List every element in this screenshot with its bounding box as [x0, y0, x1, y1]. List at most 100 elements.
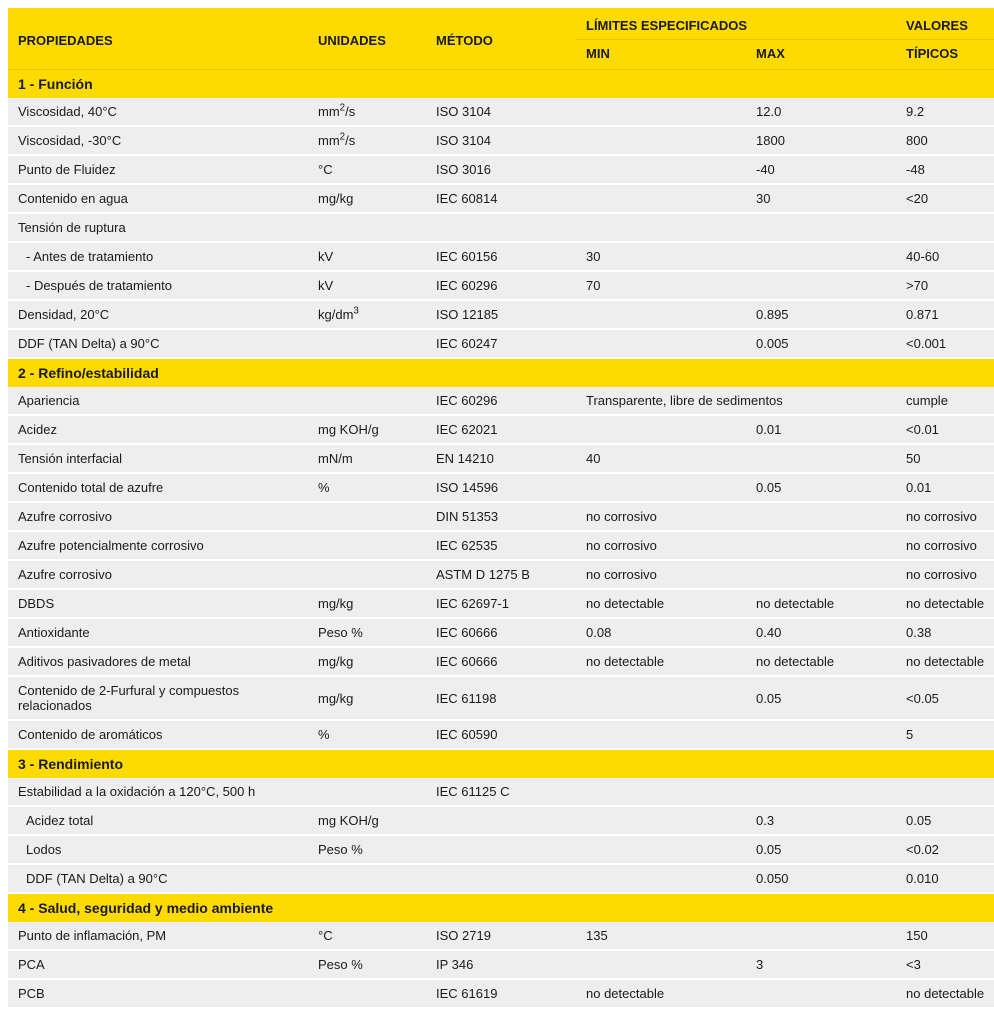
cell-min [576, 98, 746, 126]
cell-max [746, 979, 896, 1008]
table-row: LodosPeso % 0.05<0.02 [8, 835, 994, 864]
cell-tipicos: <20 [896, 184, 994, 213]
table-row: Densidad, 20°Ckg/dm3ISO 121850.8950.871 [8, 300, 994, 329]
table-row: Tensión interfacialmN/mEN 142104050 [8, 444, 994, 473]
cell-tipicos: <0.01 [896, 415, 994, 444]
cell-unidades [308, 387, 426, 415]
spec-table: PROPIEDADES UNIDADES MÉTODO LÍMITES ESPE… [8, 8, 994, 1009]
cell-metodo: IEC 62021 [426, 415, 576, 444]
section-header: 4 - Salud, seguridad y medio ambiente [8, 893, 994, 922]
cell-min [576, 950, 746, 979]
cell-tipicos: 0.010 [896, 864, 994, 893]
table-body: 1 - FunciónViscosidad, 40°Cmm2/sISO 3104… [8, 70, 994, 1009]
cell-unidades: mm2/s [308, 98, 426, 126]
cell-unidades: °C [308, 922, 426, 950]
cell-max: 0.01 [746, 415, 896, 444]
cell-tipicos: no detectable [896, 589, 994, 618]
cell-min: no detectable [576, 589, 746, 618]
cell-min: 135 [576, 922, 746, 950]
cell-unidades: mg/kg [308, 184, 426, 213]
cell-propiedades: Lodos [8, 835, 308, 864]
cell-tipicos: no detectable [896, 647, 994, 676]
col-header-metodo: MÉTODO [426, 8, 576, 70]
cell-metodo: ISO 3104 [426, 126, 576, 155]
cell-metodo: IEC 60814 [426, 184, 576, 213]
cell-tipicos: no corrosivo [896, 502, 994, 531]
cell-tipicos: <0.001 [896, 329, 994, 358]
cell-propiedades: Punto de Fluidez [8, 155, 308, 184]
section-title: 3 - Rendimiento [8, 749, 994, 778]
cell-min [576, 415, 746, 444]
section-header: 3 - Rendimiento [8, 749, 994, 778]
cell-max: -40 [746, 155, 896, 184]
cell-propiedades: Punto de inflamación, PM [8, 922, 308, 950]
cell-propiedades: Acidez [8, 415, 308, 444]
cell-tipicos: no corrosivo [896, 560, 994, 589]
cell-metodo [426, 835, 576, 864]
cell-min: 70 [576, 271, 746, 300]
cell-unidades [308, 502, 426, 531]
table-row: Contenido de aromáticos%IEC 605905 [8, 720, 994, 749]
cell-metodo [426, 213, 576, 242]
cell-propiedades: Contenido de aromáticos [8, 720, 308, 749]
cell-tipicos: no corrosivo [896, 531, 994, 560]
section-header: 2 - Refino/estabilidad [8, 358, 994, 387]
table-row: AparienciaIEC 60296Transparente, libre d… [8, 387, 994, 415]
cell-tipicos: 0.871 [896, 300, 994, 329]
cell-limites-span: Transparente, libre de sedimentos [576, 387, 896, 415]
table-row: Punto de inflamación, PM°CISO 2719135150 [8, 922, 994, 950]
cell-metodo [426, 806, 576, 835]
col-header-propiedades: PROPIEDADES [8, 8, 308, 70]
cell-max: 0.3 [746, 806, 896, 835]
table-row: Viscosidad, -30°Cmm2/sISO 31041800800 [8, 126, 994, 155]
table-header: PROPIEDADES UNIDADES MÉTODO LÍMITES ESPE… [8, 8, 994, 70]
cell-unidades: mg/kg [308, 676, 426, 720]
cell-min [576, 835, 746, 864]
table-row: Aditivos pasivadores de metalmg/kgIEC 60… [8, 647, 994, 676]
cell-propiedades: Azufre potencialmente corrosivo [8, 531, 308, 560]
cell-max: 0.005 [746, 329, 896, 358]
cell-max: 1800 [746, 126, 896, 155]
cell-metodo [426, 864, 576, 893]
cell-metodo: IEC 60156 [426, 242, 576, 271]
cell-metodo: IP 346 [426, 950, 576, 979]
cell-metodo: IEC 62535 [426, 531, 576, 560]
cell-max [746, 444, 896, 473]
cell-min [576, 720, 746, 749]
cell-max: 0.05 [746, 473, 896, 502]
cell-max: 0.895 [746, 300, 896, 329]
cell-unidades: mN/m [308, 444, 426, 473]
table-row: Azufre corrosivoASTM D 1275 Bno corrosiv… [8, 560, 994, 589]
cell-tipicos: >70 [896, 271, 994, 300]
cell-min [576, 184, 746, 213]
cell-max [746, 778, 896, 806]
cell-tipicos: 9.2 [896, 98, 994, 126]
cell-max: 0.05 [746, 835, 896, 864]
cell-propiedades: Densidad, 20°C [8, 300, 308, 329]
cell-min [576, 329, 746, 358]
cell-min [576, 300, 746, 329]
cell-max: no detectable [746, 647, 896, 676]
cell-propiedades: Viscosidad, 40°C [8, 98, 308, 126]
cell-unidades [308, 560, 426, 589]
cell-unidades: Peso % [308, 835, 426, 864]
table-row: Contenido de 2-Furfural y compuestos rel… [8, 676, 994, 720]
cell-min: 40 [576, 444, 746, 473]
cell-max [746, 213, 896, 242]
table-row: Acidezmg KOH/gIEC 620210.01<0.01 [8, 415, 994, 444]
cell-unidades: Peso % [308, 950, 426, 979]
cell-unidades: mg/kg [308, 589, 426, 618]
cell-propiedades: Viscosidad, -30°C [8, 126, 308, 155]
cell-unidades [308, 979, 426, 1008]
cell-max: 3 [746, 950, 896, 979]
cell-min: 0.08 [576, 618, 746, 647]
cell-metodo: ISO 2719 [426, 922, 576, 950]
cell-tipicos: <0.05 [896, 676, 994, 720]
cell-propiedades: Tensión interfacial [8, 444, 308, 473]
cell-unidades: kV [308, 242, 426, 271]
cell-metodo: IEC 60666 [426, 618, 576, 647]
cell-propiedades: DDF (TAN Delta) a 90°C [8, 329, 308, 358]
cell-tipicos: <0.02 [896, 835, 994, 864]
table-row: Punto de Fluidez°CISO 3016-40-48 [8, 155, 994, 184]
cell-min: no detectable [576, 647, 746, 676]
